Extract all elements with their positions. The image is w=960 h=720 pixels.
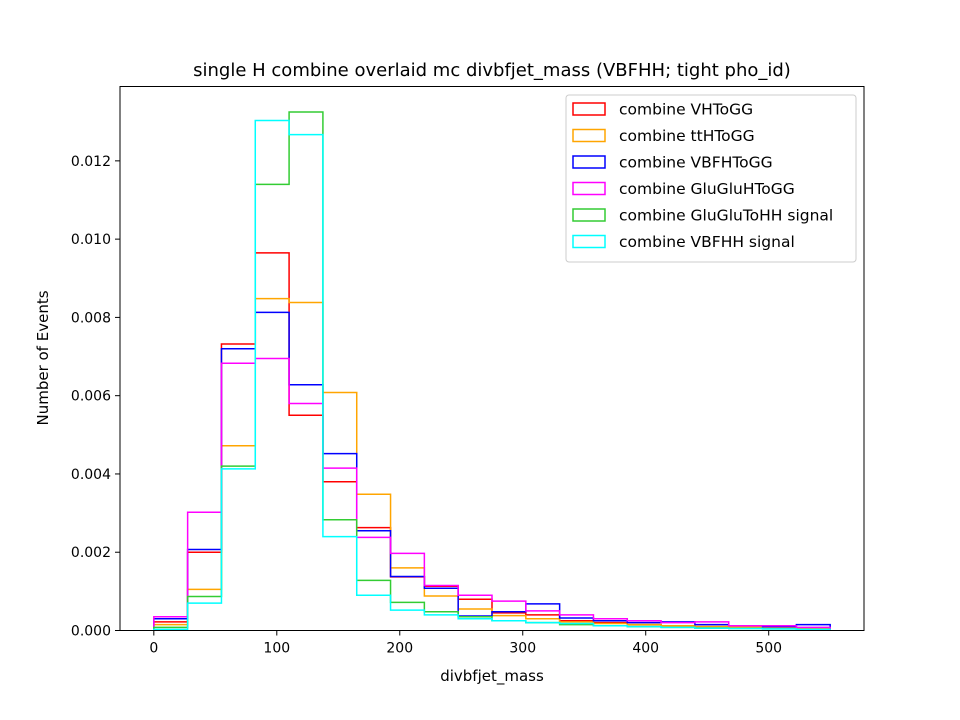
legend-item: combine ttHToGG — [572, 127, 755, 145]
legend-label: combine VBFHH signal — [619, 233, 795, 251]
legend-item: combine GluGluHToGG — [572, 180, 795, 198]
legend-label: combine VBFHToGG — [619, 154, 773, 172]
x-tick-label: 100 — [263, 641, 290, 657]
series-5-step-line — [153, 119, 831, 631]
x-tick-label: 0 — [149, 641, 158, 657]
x-tick-label: 500 — [755, 641, 782, 657]
legend-item: combine GluGluToHH signal — [572, 207, 833, 225]
y-axis-label: Number of Events — [34, 290, 52, 425]
x-tick-label: 400 — [632, 641, 659, 657]
x-axis-label: divbfjet_mass — [440, 667, 544, 686]
legend-item: combine VHToGG — [572, 101, 753, 119]
legend-swatch — [572, 181, 606, 196]
y-tick-label: 0.004 — [71, 467, 111, 483]
legend-label: combine GluGluToHH signal — [619, 207, 833, 225]
x-tick-label: 200 — [386, 641, 413, 657]
legend-label: combine VHToGG — [619, 101, 753, 119]
y-tick-label: 0.008 — [71, 310, 111, 326]
legend-item: combine VBFHToGG — [572, 154, 773, 172]
legend-swatch — [572, 128, 606, 143]
legend-swatch — [572, 155, 606, 169]
legend-swatch — [572, 208, 606, 222]
y-tick-label: 0.000 — [71, 624, 111, 640]
x-tick-label: 300 — [509, 641, 536, 657]
legend: combine VHToGG combine ttHToGG combine VBF… — [565, 94, 857, 263]
legend-label: combine ttHToGG — [619, 127, 755, 145]
legend-label: combine GluGluHToGG — [619, 180, 795, 198]
legend-swatch — [572, 234, 606, 249]
plot-frame — [119, 86, 865, 631]
legend-swatch — [572, 102, 606, 116]
legend-item: combine VBFHH signal — [572, 233, 795, 251]
y-tick-label: 0.002 — [71, 545, 111, 561]
y-tick-label: 0.012 — [71, 154, 111, 170]
y-axis: 0.000 0.002 0.004 0.006 0.008 0.010 0.012 — [71, 154, 120, 640]
chart-title: single H combine overlaid mc divbfjet_ma… — [193, 60, 791, 81]
y-tick-label: 0.006 — [71, 389, 111, 405]
x-axis: 0 100 200 300 400 500 — [149, 630, 782, 657]
legend-box — [565, 94, 857, 263]
plot-series — [153, 111, 831, 631]
y-tick-label: 0.010 — [71, 232, 111, 248]
